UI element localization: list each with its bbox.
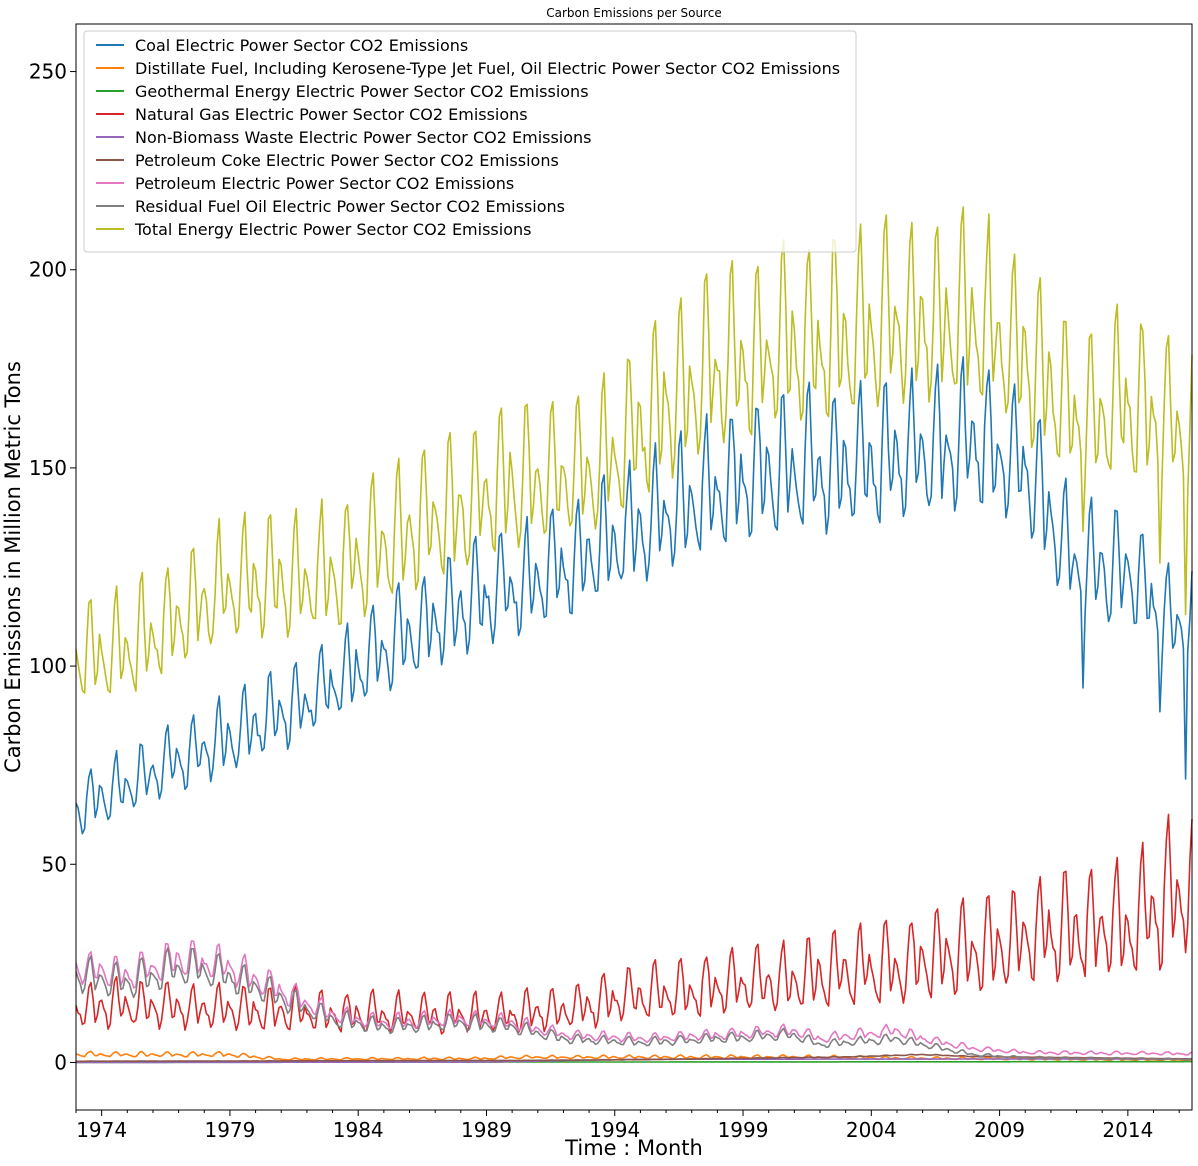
legend-entry: Petroleum Coke Electric Power Sector CO2… <box>135 151 559 170</box>
x-tick-label: 1974 <box>76 1118 127 1142</box>
x-tick-label: 1989 <box>461 1118 512 1142</box>
series-line-8 <box>75 947 1193 1061</box>
series-line-9 <box>75 206 1193 694</box>
legend-entry: Residual Fuel Oil Electric Power Sector … <box>135 197 565 216</box>
x-tick-label: 2004 <box>846 1118 897 1142</box>
x-tick-label: 1999 <box>718 1118 769 1142</box>
legend-box <box>83 30 857 253</box>
legend-entry: Distillate Fuel, Including Kerosene-Type… <box>135 59 840 78</box>
legend-entry: Total Energy Electric Power Sector CO2 E… <box>134 220 531 239</box>
y-tick-label: 100 <box>29 654 67 678</box>
y-tick-label: 0 <box>54 1050 67 1074</box>
legend-entry: Geothermal Energy Electric Power Sector … <box>135 82 589 101</box>
legend-entry: Non-Biomass Waste Electric Power Sector … <box>135 128 592 147</box>
y-tick-label: 50 <box>42 852 67 876</box>
x-tick-label: 1979 <box>204 1118 255 1142</box>
y-tick-label: 200 <box>29 258 67 282</box>
y-tick-label: 250 <box>29 60 67 84</box>
y-tick-label: 150 <box>29 456 67 480</box>
series-line-7 <box>75 940 1193 1056</box>
series-group <box>75 206 1193 1064</box>
legend-entry: Coal Electric Power Sector CO2 Emissions <box>135 36 468 55</box>
x-axis: 1974 1979 1984 1989 1994 1999 2004 2009 2014 <box>75 1110 1180 1142</box>
legend-entry: Natural Gas Electric Power Sector CO2 Em… <box>135 105 528 124</box>
x-tick-label: 2009 <box>974 1118 1025 1142</box>
chart-title: Carbon Emissions per Source <box>546 6 721 20</box>
legend: Coal Electric Power Sector CO2 Emissions… <box>83 30 857 253</box>
x-tick-label: 1994 <box>589 1118 640 1142</box>
series-line-4 <box>75 813 1193 1035</box>
legend-entry: Petroleum Electric Power Sector CO2 Emis… <box>135 174 514 193</box>
y-axis: 0 50 100 150 200 250 <box>29 60 76 1074</box>
series-line-1 <box>75 356 1193 835</box>
x-tick-label: 1984 <box>333 1118 384 1142</box>
plot-frame <box>75 23 1193 1111</box>
y-axis-label: Carbon Emissions in Million Metric Tons <box>1 361 25 773</box>
x-axis-label: Time : Month <box>564 1136 703 1160</box>
x-tick-label: 2014 <box>1102 1118 1153 1142</box>
